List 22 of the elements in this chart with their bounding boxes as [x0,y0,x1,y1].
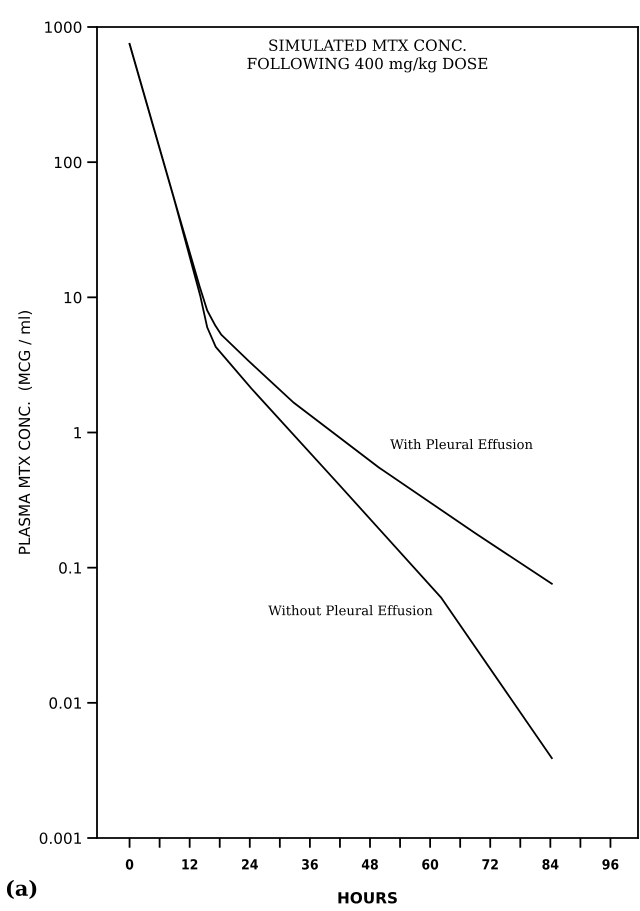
y-tick-label: 1000 [45,21,82,34]
x-tick-label: 60 [422,859,438,870]
y-tick-label: 10 [64,292,82,304]
x-tick-label: 48 [362,859,378,870]
y-tick-label: 0.001 [40,832,82,844]
x-tick-label: 12 [182,859,198,870]
x-axis-title: HOURS [338,892,397,904]
text: (a) [6,880,36,899]
x-tick-label: 84 [542,859,558,870]
y-axis-title: PLASMA MTX CONC. (MCG / ml) [18,311,32,554]
x-tick-label: 72 [482,859,498,870]
x-tick-label: 36 [302,859,318,870]
x-tick-label: 96 [602,859,618,870]
y-tick-label: 0.1 [59,562,82,574]
series-label: Without Pleural Effusion [268,605,432,616]
x-tick-label: 0 [126,859,134,870]
y-tick-label: 0.01 [49,697,82,709]
x-tick-label: 24 [242,859,258,870]
series-label: With Pleural Effusion [390,438,533,450]
y-tick-label: 1 [74,427,82,438]
y-tick-label: 100 [54,156,82,168]
text: SIMULATED MTX CONC. FOLLOWING 400 mg/kg DOSE [247,39,488,72]
